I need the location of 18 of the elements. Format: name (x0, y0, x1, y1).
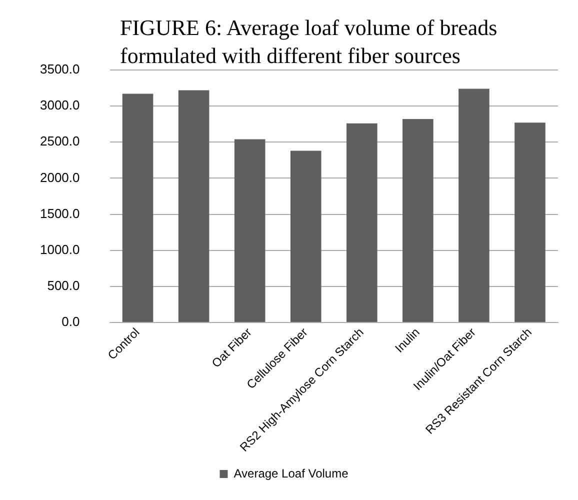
y-tick-label: 2500.0 (40, 134, 80, 149)
y-tick-label: 3500.0 (40, 62, 80, 77)
y-tick-label: 0.0 (62, 314, 80, 330)
bar (346, 123, 378, 322)
bar (514, 122, 546, 322)
y-tick-label: 3000.0 (40, 98, 80, 113)
legend-label: Average Loaf Volume (234, 466, 349, 480)
y-tick-label: 1500.0 (40, 206, 80, 221)
y-tick-label: 2000.0 (40, 170, 80, 185)
chart-title: FIGURE 6: Average loaf volume of breads formulated with different fiber sources (120, 14, 498, 70)
y-tick-label: 1000.0 (40, 242, 80, 257)
bar (234, 139, 266, 322)
bar (122, 94, 154, 322)
bar (458, 88, 490, 322)
bar (402, 119, 434, 322)
bar (178, 90, 210, 322)
y-tick-label: 500.0 (47, 278, 80, 294)
bar (290, 150, 322, 322)
